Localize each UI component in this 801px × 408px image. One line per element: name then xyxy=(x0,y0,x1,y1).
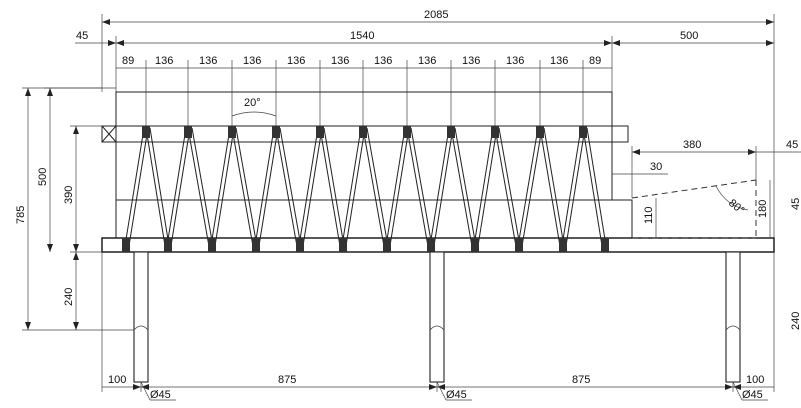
leg-inset-right-label: 100 xyxy=(746,374,764,386)
left-offset-label: 45 xyxy=(76,30,88,42)
leg-spacing-2-label: 875 xyxy=(572,374,590,386)
bottom-dimension-row: 100 875 875 100 xyxy=(101,252,775,392)
right-extension-label: 500 xyxy=(680,30,698,42)
v-straps xyxy=(122,126,609,253)
strap-angle-label: 20° xyxy=(244,97,261,109)
wedge-offset-label: 30 xyxy=(650,161,662,173)
spacing-label-3: 136 xyxy=(243,55,261,67)
overall-width-dimension: 2085 xyxy=(101,9,775,238)
bed-body xyxy=(101,91,775,253)
leg-spacing-1-label: 875 xyxy=(278,374,296,386)
left-vertical-dimensions: 785 500 390 240 240 xyxy=(15,87,801,331)
strap-spacing-row: 89 136 136 136 136 136 136 136 136 136 1… xyxy=(116,55,612,128)
leg-inset-left-label: 100 xyxy=(108,374,126,386)
leg-diameter-label-3: Ø45 xyxy=(742,389,763,401)
leg-right xyxy=(725,251,741,383)
wedge-length-label: 380 xyxy=(683,139,701,151)
leg-diameter-label-2: Ø45 xyxy=(446,389,467,401)
spacing-label-8: 136 xyxy=(462,55,480,67)
end-spacing-right-label: 89 xyxy=(589,55,601,67)
leg-diameter-label-1: Ø45 xyxy=(150,389,171,401)
wedge-detail: 380 45 30 110 180 45 80° xyxy=(612,139,801,239)
overall-height-label: 785 xyxy=(15,206,27,224)
strap-angle-annotation: 20° xyxy=(231,97,277,117)
wedge-base-height-label: 110 xyxy=(643,206,655,224)
spacing-label-10: 136 xyxy=(550,55,568,67)
wedge-angle-label: 80° xyxy=(726,197,746,217)
spacing-label-6: 136 xyxy=(374,55,392,67)
second-dimension-row: 45 1540 500 xyxy=(75,30,774,92)
clipped-right-top-label: 45 xyxy=(790,198,801,210)
leg-height-label: 240 xyxy=(63,288,75,306)
wedge-height-label: 180 xyxy=(757,200,769,218)
spacing-label-7: 136 xyxy=(418,55,436,67)
leg-middle xyxy=(429,251,445,383)
spacing-label-5: 136 xyxy=(331,55,349,67)
seat-width-label: 1540 xyxy=(350,30,374,42)
back-height-label: 500 xyxy=(37,168,49,186)
back-inner-height-label: 390 xyxy=(63,186,75,204)
spacing-label-4: 136 xyxy=(287,55,305,67)
spacing-label-9: 136 xyxy=(506,55,524,67)
legs xyxy=(133,251,741,383)
overall-width-label: 2085 xyxy=(424,9,448,21)
spacing-label-2: 136 xyxy=(199,55,217,67)
end-spacing-left-label: 89 xyxy=(122,55,134,67)
wedge-right-margin-label: 45 xyxy=(786,139,798,151)
leg-left xyxy=(133,251,149,383)
clipped-right-bottom-label: 240 xyxy=(790,312,801,330)
spacing-label-1: 136 xyxy=(155,55,173,67)
leg-diameter-callouts: Ø45 Ø45 Ø45 xyxy=(140,381,768,401)
